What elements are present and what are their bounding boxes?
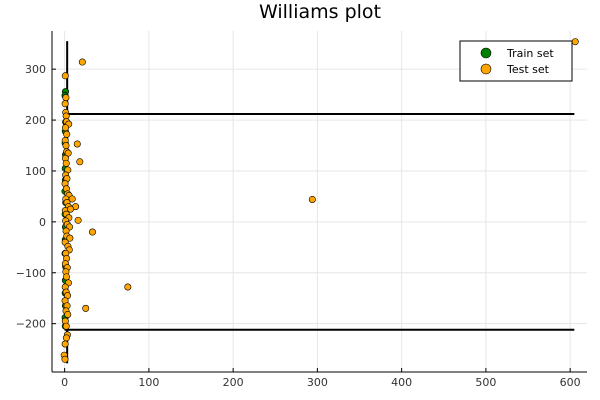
legend-box (459, 40, 573, 82)
legend-marker (480, 63, 492, 75)
test-point (571, 38, 579, 46)
test-point (61, 72, 69, 80)
y-tick-label: −200 (16, 318, 46, 331)
axis-ticks: 0 100 200 300 400 500 600 −200 −100 0 100 200 300 (16, 63, 581, 389)
test-point (67, 205, 75, 213)
test-point (308, 195, 316, 203)
x-tick-label: 200 (223, 376, 244, 389)
legend: Train set Test set (459, 40, 573, 82)
threshold-lines (64, 41, 575, 364)
y-tick-label: 0 (39, 216, 46, 229)
test-point (68, 195, 76, 203)
y-tick-label: 100 (25, 165, 46, 178)
test-point (62, 94, 70, 102)
test-point (61, 340, 69, 348)
y-tick-label: 300 (25, 63, 46, 76)
test-point (61, 355, 69, 363)
test-point (88, 228, 96, 236)
test-point (66, 234, 74, 242)
legend-label: Test set (506, 63, 550, 76)
x-tick-label: 600 (560, 376, 581, 389)
test-point (61, 124, 69, 132)
test-point (78, 58, 86, 66)
test-point (82, 304, 90, 312)
legend-label: Train set (506, 47, 554, 60)
y-tick-label: 200 (25, 114, 46, 127)
x-tick-label: 300 (307, 376, 328, 389)
test-point (61, 100, 69, 108)
x-tick-label: 0 (61, 376, 68, 389)
x-tick-label: 400 (391, 376, 412, 389)
test-point (74, 216, 82, 224)
test-point (62, 273, 70, 281)
data-points (60, 38, 579, 363)
y-tick-label: −100 (16, 267, 46, 280)
x-tick-label: 100 (138, 376, 159, 389)
test-point (73, 140, 81, 148)
legend-marker (480, 47, 492, 59)
test-point (62, 159, 70, 167)
test-point (62, 334, 70, 342)
test-point (64, 310, 72, 318)
test-point (62, 142, 70, 150)
x-tick-label: 500 (475, 376, 496, 389)
grid-lines (52, 31, 587, 372)
chart-title: Williams plot (259, 1, 381, 23)
test-point (62, 322, 70, 330)
plot-frame (51, 31, 587, 373)
test-point (124, 283, 132, 291)
test-point (76, 158, 84, 166)
test-point (63, 130, 71, 138)
